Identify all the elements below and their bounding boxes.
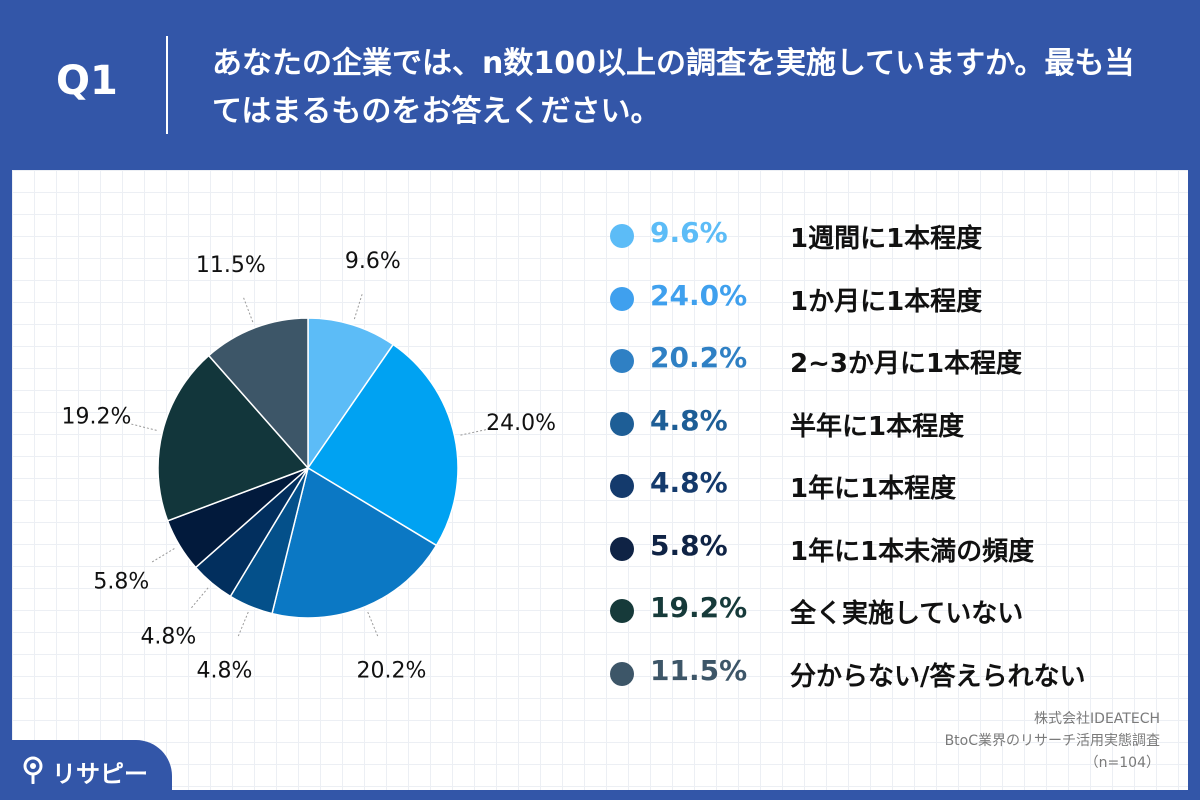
legend-item: 24.0% 1か月に1本程度 xyxy=(610,275,1170,338)
pie-slice xyxy=(157,354,310,522)
legend-dot xyxy=(610,349,634,373)
question-line-1: あなたの企業では、n数100以上の調査を実施していますか。 xyxy=(212,46,1045,81)
leader-line xyxy=(353,292,364,320)
legend-item: 4.8% 半年に1本程度 xyxy=(610,400,1170,463)
chart-card: 9.6% 24.0% 20.2% 4.8% 4.8% 5.8% 19.2% 11.5% 9.6… xyxy=(12,170,1188,790)
legend-percent: 19.2% xyxy=(650,591,748,624)
leader-line xyxy=(460,428,488,436)
legend-percent: 4.8% xyxy=(650,466,728,499)
leader-line xyxy=(129,423,157,431)
legend-dot xyxy=(610,599,634,623)
legend-dot xyxy=(610,286,634,311)
legend-percent: 4.8% xyxy=(650,403,728,437)
legend: 9.6% 1週間に1本程度 24.0% 1か月に1本程度 20.2% 2~3か月に1本… xyxy=(610,212,1170,712)
location-pin-icon xyxy=(23,756,43,784)
legend-dot xyxy=(610,224,634,248)
legend-label: 1か月に1本程度 xyxy=(790,286,983,317)
legend-dot xyxy=(610,661,634,686)
legend-label: 分からない/答えられない xyxy=(790,661,1086,692)
slice-value-label: 20.2% xyxy=(357,658,427,683)
leader-line xyxy=(242,295,254,323)
source-survey: BtoC業界のリサーチ活用実態調査 xyxy=(944,733,1160,749)
legend-dot xyxy=(610,474,634,498)
legend-dot xyxy=(610,411,634,436)
pie-slice xyxy=(271,466,438,619)
pie-slice xyxy=(306,343,459,547)
legend-percent: 9.6% xyxy=(650,216,728,249)
legend-label: 1週間に1本程度 xyxy=(790,224,983,254)
legend-label: 1年に1本未満の頻度 xyxy=(790,536,1035,567)
legend-label: 半年に1本程度 xyxy=(790,411,965,442)
legend-item: 4.8% 1年に1本程度 xyxy=(610,462,1170,525)
source-sample: （n=104） xyxy=(1084,755,1160,771)
slice-value-label: 4.8% xyxy=(140,624,196,649)
legend-item: 9.6% 1週間に1本程度 xyxy=(610,212,1170,275)
legend-percent: 24.0% xyxy=(650,278,748,312)
legend-percent: 11.5% xyxy=(650,653,748,687)
legend-percent: 5.8% xyxy=(650,528,728,562)
leader-line xyxy=(367,611,379,639)
slice-value-label: 5.8% xyxy=(93,570,149,595)
slice-value-label: 4.8% xyxy=(197,658,253,683)
header: Q1 あなたの企業では、n数100以上の調査を実施していますか。最も当てはまるも… xyxy=(0,0,1200,170)
pie-slice xyxy=(207,317,309,470)
legend-dot xyxy=(610,536,634,561)
question-number: Q1 xyxy=(56,58,118,104)
header-divider xyxy=(166,36,168,134)
leader-line xyxy=(150,548,175,564)
legend-item: 11.5% 分からない/答えられない xyxy=(610,650,1170,713)
legend-label: 1年に1本程度 xyxy=(790,474,957,504)
slice-value-label: 19.2% xyxy=(61,404,131,429)
legend-label: 全く実施していない xyxy=(790,599,1024,629)
source-note: 株式会社IDEATECH BtoC業界のリサーチ活用実態調査 （n=104） xyxy=(945,708,1160,774)
slice-value-label: 24.0% xyxy=(486,411,556,436)
brand-logo: リサピー xyxy=(0,740,172,800)
question-text: あなたの企業では、n数100以上の調査を実施していますか。最も当てはまるものをお… xyxy=(212,40,1152,136)
slice-value-label: 11.5% xyxy=(196,253,266,278)
slice-value-label: 9.6% xyxy=(345,249,401,274)
pie-slice xyxy=(307,317,395,471)
legend-percent: 20.2% xyxy=(650,341,748,374)
legend-item: 20.2% 2~3か月に1本程度 xyxy=(610,337,1170,400)
source-company: 株式会社IDEATECH xyxy=(1034,711,1160,727)
legend-item: 5.8% 1年に1本未満の頻度 xyxy=(610,525,1170,588)
leader-line xyxy=(189,587,209,610)
legend-label: 2~3か月に1本程度 xyxy=(790,349,1023,379)
pie-chart: 9.6% 24.0% 20.2% 4.8%4.8% 5.8% 19.2% 11.5% xyxy=(61,249,556,684)
brand-name: リサピー xyxy=(52,760,148,788)
legend-item: 19.2% 全く実施していない xyxy=(610,587,1170,650)
question-line-2: 最も当てはまるものをお答えください。 xyxy=(212,46,1135,129)
leader-line xyxy=(237,611,249,639)
